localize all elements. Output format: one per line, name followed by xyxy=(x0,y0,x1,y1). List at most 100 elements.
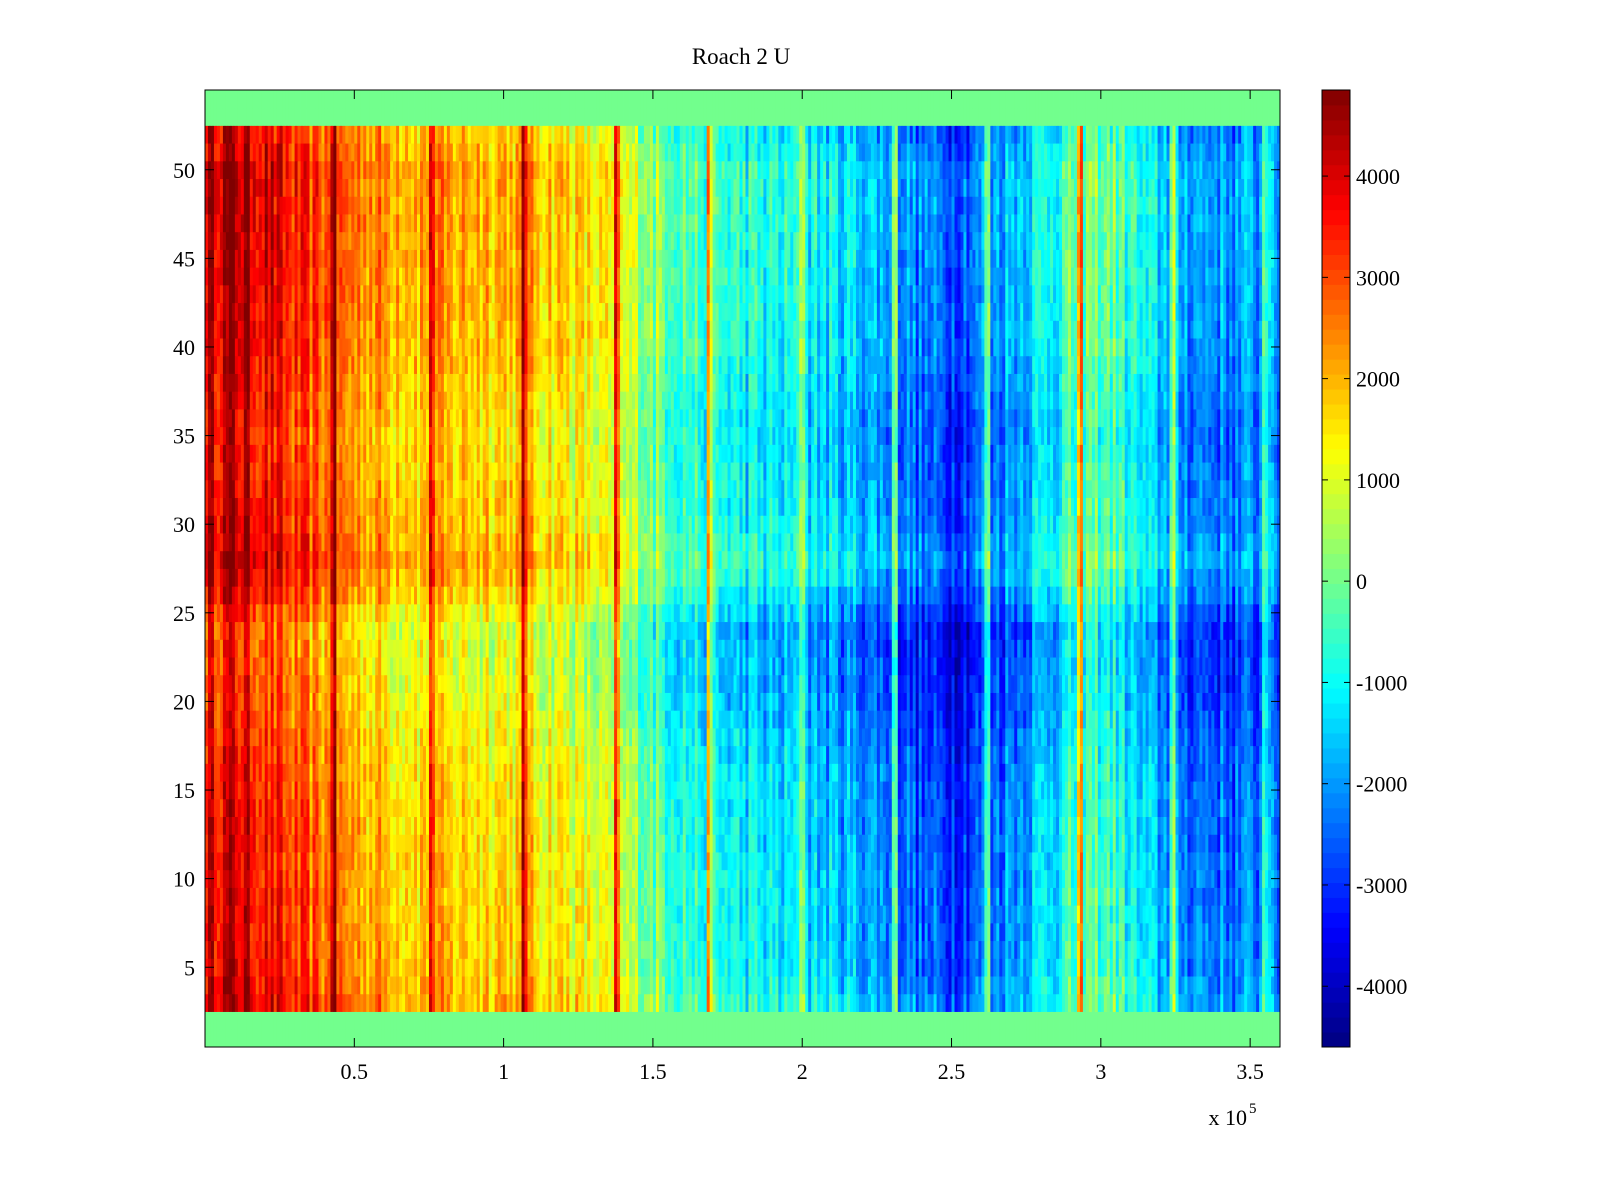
heatmap-cell xyxy=(473,869,478,888)
heatmap-cell xyxy=(1178,976,1182,995)
heatmap-cell xyxy=(781,816,785,835)
heatmap-cell xyxy=(981,816,985,835)
heatmap-cell xyxy=(620,993,624,1012)
heatmap-cell xyxy=(605,887,609,906)
heatmap-cell xyxy=(951,905,955,924)
heatmap-cell xyxy=(611,852,615,871)
heatmap-cell xyxy=(1076,834,1081,853)
heatmap-cell xyxy=(888,869,893,888)
heatmap-cell xyxy=(1193,958,1197,977)
heatmap-cell xyxy=(1041,922,1045,942)
heatmap-cell xyxy=(288,869,292,888)
heatmap-cell xyxy=(387,1011,391,1030)
heatmap-cell xyxy=(539,816,543,835)
heatmap-cell xyxy=(1178,958,1182,977)
heatmap-cell xyxy=(1142,816,1147,835)
heatmap-cell xyxy=(909,887,914,906)
heatmap-cell xyxy=(611,869,615,888)
heatmap-cell xyxy=(1059,834,1063,853)
heatmap-cell xyxy=(999,1029,1003,1048)
heatmap-cell xyxy=(1199,852,1203,871)
heatmap-cell xyxy=(832,887,836,906)
heatmap-cell xyxy=(473,798,478,818)
heatmap-cell xyxy=(894,905,899,924)
heatmap-cell xyxy=(378,834,382,853)
heatmap-cell xyxy=(769,976,773,995)
heatmap-cell xyxy=(1151,1029,1155,1048)
heatmap-cell xyxy=(876,905,881,924)
heatmap-cell xyxy=(1059,1029,1063,1048)
heatmap-cell xyxy=(360,816,364,835)
heatmap-cell xyxy=(685,798,690,818)
heatmap-cell xyxy=(1223,1029,1227,1048)
heatmap-cell xyxy=(673,976,678,995)
heatmap-cell xyxy=(1184,940,1188,959)
heatmap-cell xyxy=(972,905,976,924)
heatmap-cell xyxy=(933,993,937,1012)
heatmap-cell xyxy=(763,958,767,977)
heatmap-cell xyxy=(422,1029,427,1048)
heatmap-cell xyxy=(378,958,382,977)
heatmap-cell xyxy=(497,958,502,977)
heatmap-cell xyxy=(667,993,672,1012)
heatmap-cell xyxy=(700,1011,705,1030)
heatmap-cell xyxy=(1044,940,1048,959)
heatmap-cell xyxy=(1026,1011,1030,1030)
heatmap-cell xyxy=(670,922,675,942)
heatmap-cell xyxy=(330,905,334,924)
heatmap-cell xyxy=(820,922,824,942)
heatmap-cell xyxy=(306,905,310,924)
heatmap-cell xyxy=(303,798,307,818)
heatmap-cell xyxy=(1032,816,1036,835)
heatmap-cell xyxy=(617,1011,621,1030)
heatmap-cell xyxy=(655,922,660,942)
heatmap-cell xyxy=(321,798,325,818)
heatmap-cell xyxy=(924,798,929,818)
heatmap-cell xyxy=(231,887,236,906)
heatmap-cell xyxy=(1041,887,1045,906)
heatmap-cell xyxy=(909,940,914,959)
heatmap-cell xyxy=(697,816,702,835)
heatmap-cell xyxy=(515,922,519,942)
heatmap-cell xyxy=(820,993,824,1012)
heatmap-cell xyxy=(336,993,340,1012)
heatmap-cell xyxy=(270,852,275,871)
heatmap-cell xyxy=(228,852,233,871)
heatmap-cell xyxy=(1085,1029,1090,1048)
heatmap-cell xyxy=(1163,922,1167,942)
heatmap-cell xyxy=(1017,958,1021,977)
heatmap-cell xyxy=(437,922,442,942)
heatmap-cell xyxy=(617,940,621,959)
heatmap-cell xyxy=(772,1011,776,1030)
heatmap-cell xyxy=(1035,887,1039,906)
heatmap-cell xyxy=(948,1029,952,1048)
heatmap-cell xyxy=(888,940,893,959)
heatmap-cell xyxy=(282,958,287,977)
heatmap-cell xyxy=(694,816,699,835)
heatmap-cell xyxy=(267,834,272,853)
heatmap-cell xyxy=(291,940,295,959)
heatmap-cell xyxy=(539,1011,543,1030)
heatmap-cell xyxy=(527,958,531,977)
heatmap-cell xyxy=(617,798,621,818)
heatmap-cell xyxy=(1241,1011,1245,1030)
heatmap-cell xyxy=(461,922,466,942)
heatmap-cell xyxy=(596,1029,600,1048)
heatmap-cell xyxy=(900,887,905,906)
heatmap-cell xyxy=(924,834,929,853)
heatmap-cell xyxy=(375,976,379,995)
heatmap-cell xyxy=(279,816,284,835)
heatmap-cell xyxy=(1014,798,1018,818)
heatmap-cell xyxy=(455,976,460,995)
heatmap-cell xyxy=(879,798,884,818)
heatmap-cell xyxy=(969,976,973,995)
heatmap-cell xyxy=(614,852,618,871)
heatmap-cell xyxy=(219,976,224,995)
heatmap-cell xyxy=(861,922,866,942)
heatmap-cell xyxy=(455,869,460,888)
heatmap-cell xyxy=(267,940,272,959)
heatmap-cell xyxy=(700,958,705,977)
heatmap-cell xyxy=(608,798,612,818)
heatmap-cell xyxy=(1067,852,1072,871)
heatmap-cell xyxy=(635,922,639,942)
